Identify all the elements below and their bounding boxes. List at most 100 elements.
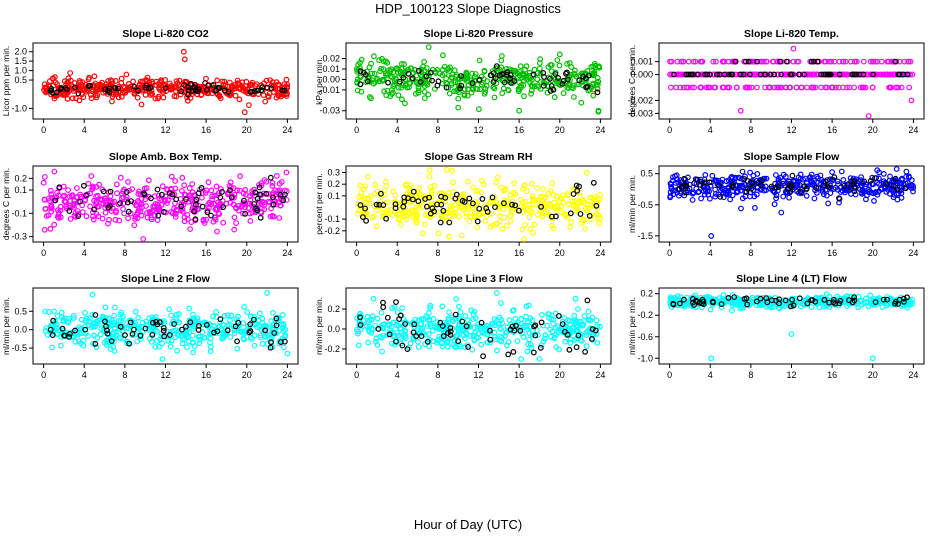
data-point <box>858 174 864 181</box>
data-point <box>887 173 893 180</box>
data-point <box>734 189 741 196</box>
overlay-point <box>424 203 430 210</box>
data-point <box>445 65 452 72</box>
data-point <box>898 84 905 91</box>
y-tick-label: -0.2 <box>637 310 653 320</box>
data-point <box>165 197 171 204</box>
data-point <box>158 333 165 340</box>
data-point <box>452 79 459 86</box>
scatter-points <box>353 44 603 115</box>
y-axis-label: ml/min per min. <box>627 175 637 233</box>
overlay-point <box>788 183 795 190</box>
data-point <box>421 88 428 95</box>
data-point <box>364 68 370 75</box>
data-point <box>157 79 163 86</box>
overlay-point <box>268 339 274 346</box>
data-point <box>421 67 428 74</box>
overlay-point <box>894 186 901 193</box>
data-point <box>217 204 224 211</box>
data-point <box>697 84 704 91</box>
outlier-point <box>91 73 98 80</box>
overlay-point <box>718 301 725 308</box>
overlay-point <box>737 71 744 78</box>
x-tick-label: 0 <box>41 248 46 258</box>
data-point <box>399 82 406 88</box>
x-tick-label: 12 <box>160 125 170 135</box>
data-point <box>874 58 881 65</box>
data-point <box>732 174 739 181</box>
data-point <box>273 191 280 198</box>
data-point <box>469 346 476 353</box>
data-point <box>427 184 434 191</box>
overlay-point <box>225 88 232 95</box>
data-point <box>143 185 150 192</box>
overlay-point <box>91 206 98 213</box>
data-point <box>468 307 475 314</box>
data-point <box>855 304 862 311</box>
data-point <box>907 71 914 78</box>
data-point <box>564 60 570 67</box>
data-point <box>219 78 226 85</box>
data-point <box>774 71 781 78</box>
overlay-point <box>584 297 591 304</box>
overlay-point <box>143 82 150 89</box>
data-point <box>680 58 687 65</box>
data-point <box>507 192 514 199</box>
data-point <box>509 307 516 314</box>
data-point <box>583 343 590 350</box>
x-tick-label: 12 <box>160 248 170 258</box>
overlay-point <box>100 188 107 195</box>
x-tick-label: 12 <box>786 125 796 135</box>
y-tick-label: 0.2 <box>327 179 340 189</box>
overlay-point <box>411 321 418 328</box>
y-tick-label: -0.1 <box>11 208 27 218</box>
panel-title: Slope Gas Stream RH <box>425 151 533 163</box>
overlay-point <box>453 191 460 198</box>
overlay-point <box>104 330 111 337</box>
overlay-point <box>357 68 364 75</box>
overlay-point <box>437 219 444 226</box>
y-axis-label: kPa per min. <box>314 57 324 105</box>
data-point <box>374 75 381 82</box>
overlay-point <box>540 82 547 89</box>
data-point <box>398 61 405 67</box>
data-point <box>504 342 510 349</box>
data-point <box>673 84 680 91</box>
data-point <box>860 58 867 65</box>
overlay-point <box>72 327 78 334</box>
data-point <box>402 328 408 335</box>
data-point <box>702 171 709 178</box>
overlay-point <box>476 205 483 212</box>
overlay-point <box>582 348 588 355</box>
data-point <box>538 194 544 201</box>
x-tick-label: 0 <box>354 370 359 380</box>
data-point <box>354 68 361 75</box>
overlay-point <box>424 338 431 345</box>
x-tick-label: 0 <box>354 248 359 258</box>
data-point <box>166 80 173 87</box>
overlay-point <box>253 205 260 212</box>
data-point <box>556 346 562 353</box>
data-point <box>537 70 544 77</box>
data-point <box>279 324 286 331</box>
x-tick-label: 0 <box>667 248 672 258</box>
data-point <box>439 72 446 79</box>
overlay-point <box>452 311 459 318</box>
data-point <box>368 60 375 67</box>
data-point <box>515 88 522 95</box>
data-point <box>207 348 214 355</box>
y-tick-label: -1.5 <box>637 231 653 241</box>
x-tick-label: 24 <box>595 248 605 258</box>
data-point <box>548 333 554 340</box>
overlay-point <box>851 71 858 78</box>
overlay-point <box>851 178 858 184</box>
overlay-point <box>826 299 833 306</box>
data-point <box>190 339 197 346</box>
overlay-point <box>112 84 118 91</box>
data-point <box>101 195 108 202</box>
data-point <box>695 189 701 196</box>
data-point <box>194 315 201 322</box>
data-point <box>568 84 575 91</box>
data-point <box>445 84 452 91</box>
